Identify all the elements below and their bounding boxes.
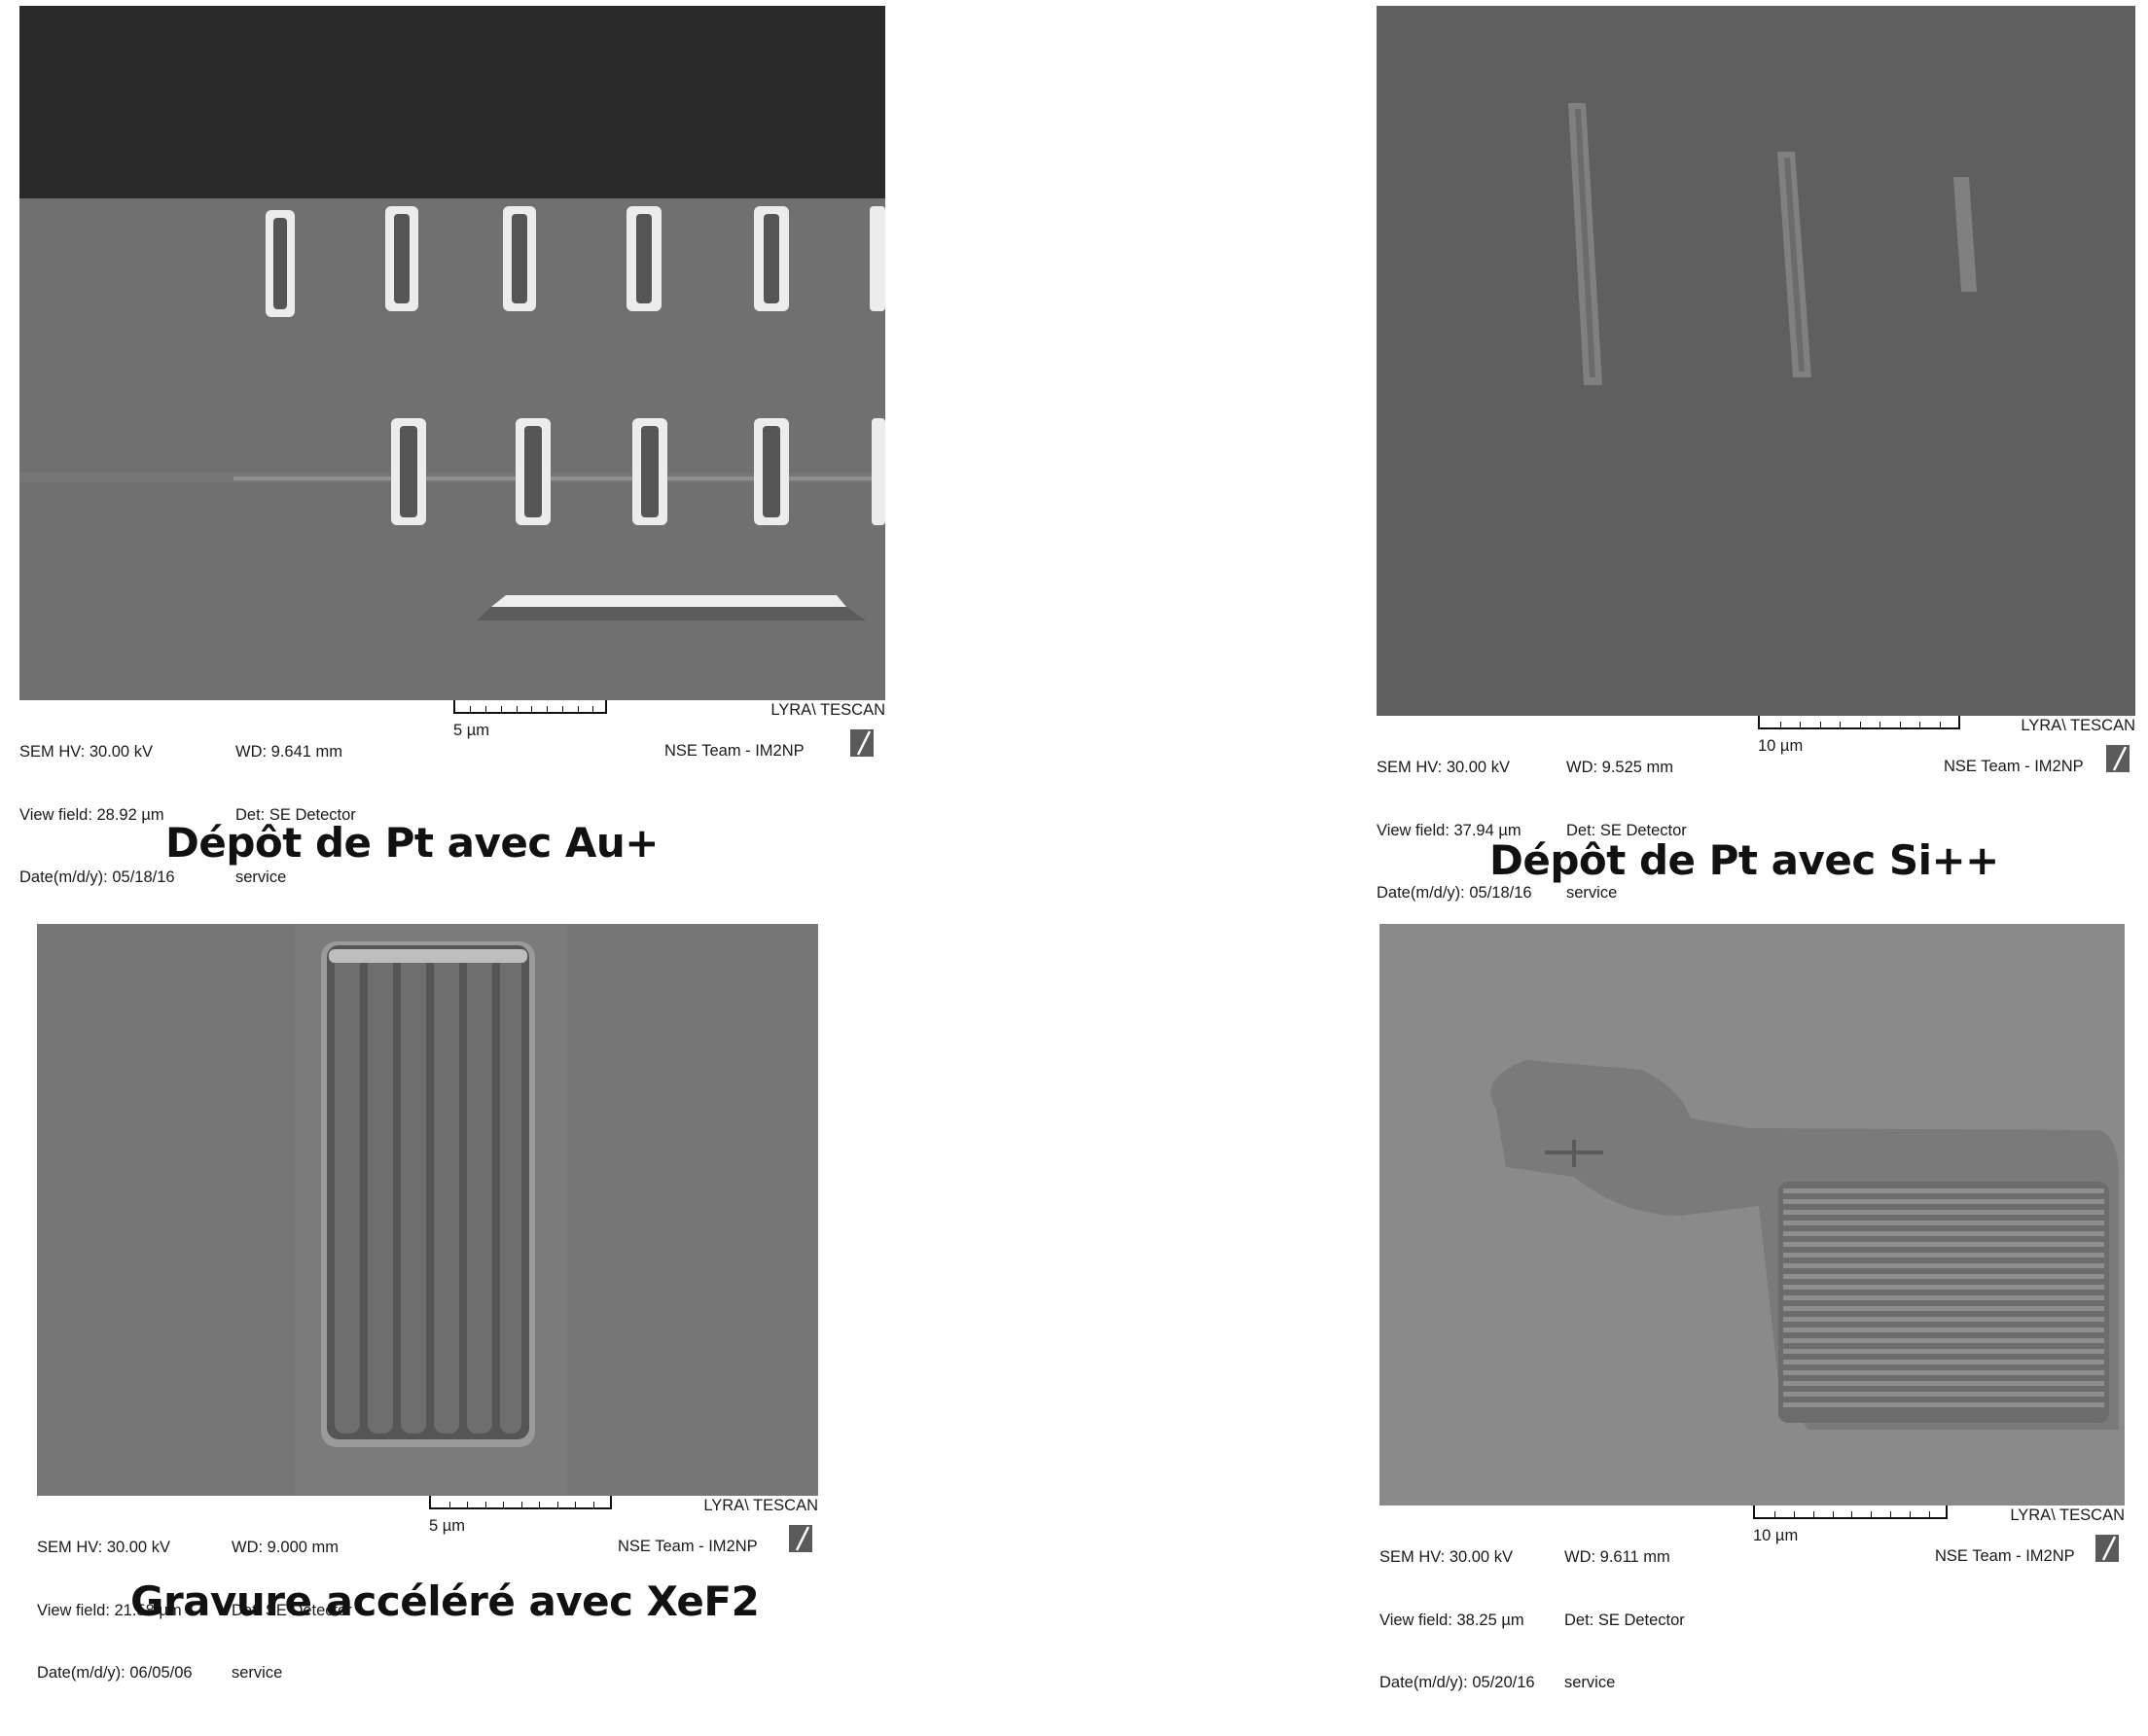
- tescan-logo-icon: [2095, 1535, 2119, 1562]
- scale-bar: [429, 1496, 612, 1509]
- scale-bar: [453, 700, 607, 714]
- scale-bar-label: 5 µm: [453, 722, 490, 739]
- caption-pt-si: Dépôt de Pt avec Si++: [1489, 836, 1999, 884]
- team-label: NSE Team - IM2NP: [1935, 1547, 2075, 1565]
- scale-bar: [1758, 716, 1960, 729]
- microscope-brand: LYRA\ TESCAN: [770, 701, 885, 719]
- sem-image-pt-si: [1377, 6, 2135, 716]
- sem-metadata-bar: SEM HV: 30.00 kV View field: 38.25 µm Da…: [1379, 1506, 2125, 1691]
- sem-hv-label: SEM HV: 30.00 kV: [37, 1539, 170, 1556]
- view-field-label: View field: 21.58 µm: [37, 1601, 182, 1619]
- view-field-label: View field: 28.92 µm: [19, 805, 164, 824]
- tescan-logo-icon: [789, 1525, 812, 1552]
- wd-label: WD: 9.611 mm: [1564, 1548, 1670, 1566]
- view-field-label: View field: 37.94 µm: [1377, 821, 1522, 839]
- sem-image-pattern: [1379, 924, 2125, 1506]
- date-label: Date(m/d/y): 06/05/06: [37, 1664, 193, 1682]
- microscope-brand: LYRA\ TESCAN: [2021, 717, 2135, 734]
- operator-label: service: [232, 1664, 283, 1682]
- date-label: Date(m/d/y): 05/18/16: [1377, 884, 1532, 902]
- operator-label: service: [1566, 884, 1618, 902]
- view-field-label: View field: 38.25 µm: [1379, 1611, 1524, 1629]
- sem-metadata-bar: SEM HV: 30.00 kV View field: 28.92 µm Da…: [19, 700, 885, 886]
- wd-label: WD: 9.000 mm: [232, 1539, 340, 1556]
- detector-label: Det: SE Detector: [1564, 1611, 1685, 1629]
- sem-hv-label: SEM HV: 30.00 kV: [19, 743, 153, 761]
- detector-label: Det: SE Detector: [235, 805, 356, 824]
- date-label: Date(m/d/y): 05/18/16: [19, 868, 175, 886]
- scale-bar-label: 5 µm: [429, 1517, 466, 1535]
- tescan-logo-icon: [2106, 745, 2130, 772]
- microscope-brand: LYRA\ TESCAN: [2010, 1506, 2125, 1524]
- scale-bar-label: 10 µm: [1758, 737, 1804, 755]
- sem-image-xef2: [37, 924, 818, 1496]
- sem-metadata-bar: SEM HV: 30.00 kV View field: 37.94 µm Da…: [1377, 716, 2135, 902]
- wd-label: WD: 9.641 mm: [235, 743, 343, 761]
- caption-xef2: Gravure accéléré avec XeF2: [130, 1577, 760, 1625]
- caption-pt-au: Dépôt de Pt avec Au+: [165, 819, 659, 867]
- team-label: NSE Team - IM2NP: [1944, 758, 2084, 775]
- sem-metadata-bar: SEM HV: 30.00 kV View field: 21.58 µm Da…: [37, 1496, 818, 1682]
- sem-hv-label: SEM HV: 30.00 kV: [1377, 759, 1510, 776]
- operator-label: service: [1564, 1674, 1616, 1691]
- tescan-logo-icon: [850, 729, 874, 757]
- detector-label: Det: SE Detector: [232, 1601, 352, 1619]
- microscope-brand: LYRA\ TESCAN: [703, 1497, 818, 1514]
- detector-label: Det: SE Detector: [1566, 821, 1687, 839]
- scale-bar-label: 10 µm: [1753, 1527, 1799, 1544]
- sem-image-pt-au: [19, 6, 885, 700]
- operator-label: service: [235, 868, 287, 886]
- team-label: NSE Team - IM2NP: [618, 1538, 758, 1555]
- scale-bar: [1753, 1506, 1948, 1519]
- wd-label: WD: 9.525 mm: [1566, 759, 1674, 776]
- date-label: Date(m/d/y): 05/20/16: [1379, 1674, 1535, 1691]
- sem-hv-label: SEM HV: 30.00 kV: [1379, 1548, 1513, 1566]
- team-label: NSE Team - IM2NP: [664, 742, 805, 760]
